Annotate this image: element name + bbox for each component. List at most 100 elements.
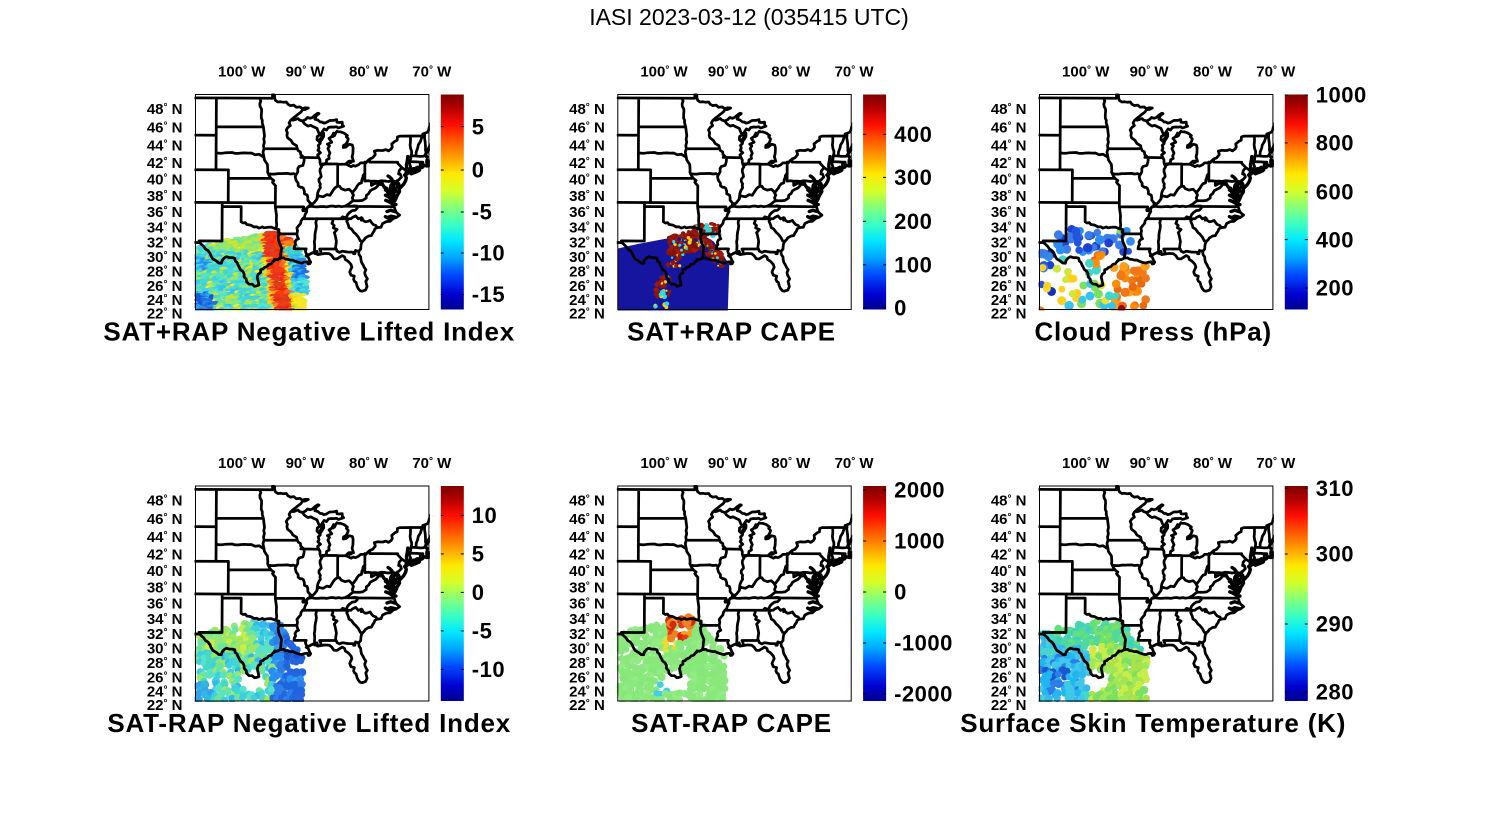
svg-text:46° N: 46° N <box>147 511 183 528</box>
svg-text:-1000: -1000 <box>894 631 953 656</box>
svg-text:5: 5 <box>472 542 485 567</box>
svg-text:90° W: 90° W <box>286 64 326 81</box>
svg-text:5: 5 <box>472 114 485 139</box>
svg-text:10: 10 <box>472 503 497 528</box>
svg-text:-10: -10 <box>472 657 505 682</box>
svg-text:28° N: 28° N <box>147 264 183 281</box>
svg-text:22° N: 22° N <box>147 697 183 714</box>
svg-text:0: 0 <box>472 158 485 183</box>
svg-text:SAT-RAP CAPE: SAT-RAP CAPE <box>631 708 832 738</box>
svg-text:48° N: 48° N <box>991 492 1027 509</box>
svg-text:24° N: 24° N <box>569 683 605 700</box>
svg-text:70° W: 70° W <box>1256 455 1296 472</box>
svg-text:32° N: 32° N <box>991 234 1027 251</box>
svg-text:22° N: 22° N <box>569 306 605 323</box>
svg-text:26° N: 26° N <box>991 669 1027 686</box>
svg-text:48° N: 48° N <box>991 101 1027 118</box>
svg-text:38° N: 38° N <box>991 579 1027 596</box>
svg-text:90° W: 90° W <box>286 455 326 472</box>
svg-text:600: 600 <box>1316 180 1354 205</box>
svg-text:70° W: 70° W <box>835 64 875 81</box>
svg-text:-5: -5 <box>472 619 493 644</box>
svg-text:80° W: 80° W <box>1193 455 1233 472</box>
svg-text:100° W: 100° W <box>218 455 266 472</box>
svg-text:46° N: 46° N <box>147 120 183 137</box>
svg-text:30° N: 30° N <box>991 641 1027 658</box>
svg-text:42° N: 42° N <box>569 155 605 172</box>
svg-text:26° N: 26° N <box>147 278 183 295</box>
svg-text:38° N: 38° N <box>147 188 183 205</box>
svg-text:24° N: 24° N <box>147 683 183 700</box>
svg-text:48° N: 48° N <box>147 492 183 509</box>
svg-text:40° N: 40° N <box>569 172 605 189</box>
svg-text:42° N: 42° N <box>569 546 605 563</box>
svg-text:SAT+RAP CAPE: SAT+RAP CAPE <box>627 317 836 347</box>
svg-text:-5: -5 <box>472 200 493 225</box>
svg-text:24° N: 24° N <box>991 683 1027 700</box>
svg-text:70° W: 70° W <box>412 64 452 81</box>
svg-text:32° N: 32° N <box>147 626 183 643</box>
svg-text:90° W: 90° W <box>1130 64 1170 81</box>
svg-text:IASI 2023-03-12 (035415 UTC): IASI 2023-03-12 (035415 UTC) <box>589 4 909 30</box>
svg-text:2000: 2000 <box>894 478 945 503</box>
svg-text:0: 0 <box>472 580 485 605</box>
svg-text:38° N: 38° N <box>991 188 1027 205</box>
svg-text:44° N: 44° N <box>991 137 1027 154</box>
svg-text:46° N: 46° N <box>991 120 1027 137</box>
svg-text:290: 290 <box>1316 612 1354 637</box>
svg-text:300: 300 <box>1316 542 1354 567</box>
svg-text:90° W: 90° W <box>708 455 748 472</box>
svg-text:1000: 1000 <box>894 529 945 554</box>
svg-text:310: 310 <box>1316 476 1354 501</box>
svg-text:90° W: 90° W <box>1130 455 1170 472</box>
svg-text:Cloud Press (hPa): Cloud Press (hPa) <box>1034 317 1272 347</box>
svg-text:80° W: 80° W <box>1193 64 1233 81</box>
svg-text:100° W: 100° W <box>640 455 688 472</box>
svg-text:26° N: 26° N <box>569 278 605 295</box>
svg-text:38° N: 38° N <box>569 579 605 596</box>
svg-text:36° N: 36° N <box>569 595 605 612</box>
svg-text:80° W: 80° W <box>349 64 389 81</box>
svg-text:SAT+RAP Negative Lifted Index: SAT+RAP Negative Lifted Index <box>103 317 515 347</box>
svg-text:400: 400 <box>1316 227 1354 252</box>
svg-text:100° W: 100° W <box>218 64 266 81</box>
svg-text:200: 200 <box>894 209 932 234</box>
svg-text:28° N: 28° N <box>991 264 1027 281</box>
svg-text:34° N: 34° N <box>569 611 605 628</box>
svg-text:48° N: 48° N <box>147 101 183 118</box>
svg-text:46° N: 46° N <box>569 120 605 137</box>
svg-text:70° W: 70° W <box>412 455 452 472</box>
svg-text:44° N: 44° N <box>991 529 1027 546</box>
svg-text:200: 200 <box>1316 276 1354 301</box>
svg-text:Surface Skin Temperature (K): Surface Skin Temperature (K) <box>960 708 1346 738</box>
svg-text:44° N: 44° N <box>147 137 183 154</box>
svg-text:46° N: 46° N <box>991 511 1027 528</box>
svg-text:48° N: 48° N <box>569 492 605 509</box>
svg-text:42° N: 42° N <box>147 155 183 172</box>
svg-text:100° W: 100° W <box>1062 64 1110 81</box>
svg-text:30° N: 30° N <box>147 249 183 266</box>
svg-text:1000: 1000 <box>1316 83 1367 108</box>
svg-text:22° N: 22° N <box>991 306 1027 323</box>
svg-text:280: 280 <box>1316 680 1354 705</box>
svg-text:34° N: 34° N <box>147 611 183 628</box>
svg-text:30° N: 30° N <box>569 641 605 658</box>
svg-text:100° W: 100° W <box>640 64 688 81</box>
svg-text:400: 400 <box>894 122 932 147</box>
svg-text:28° N: 28° N <box>569 655 605 672</box>
svg-text:30° N: 30° N <box>991 249 1027 266</box>
svg-text:46° N: 46° N <box>569 511 605 528</box>
svg-text:36° N: 36° N <box>991 595 1027 612</box>
svg-text:32° N: 32° N <box>569 626 605 643</box>
svg-text:80° W: 80° W <box>771 64 811 81</box>
svg-text:30° N: 30° N <box>147 641 183 658</box>
svg-text:28° N: 28° N <box>991 655 1027 672</box>
svg-text:22° N: 22° N <box>569 697 605 714</box>
svg-text:22° N: 22° N <box>147 306 183 323</box>
svg-text:40° N: 40° N <box>991 172 1027 189</box>
svg-text:100: 100 <box>894 253 932 278</box>
svg-text:80° W: 80° W <box>349 455 389 472</box>
svg-text:22° N: 22° N <box>991 697 1027 714</box>
svg-text:32° N: 32° N <box>991 626 1027 643</box>
svg-text:24° N: 24° N <box>569 292 605 309</box>
